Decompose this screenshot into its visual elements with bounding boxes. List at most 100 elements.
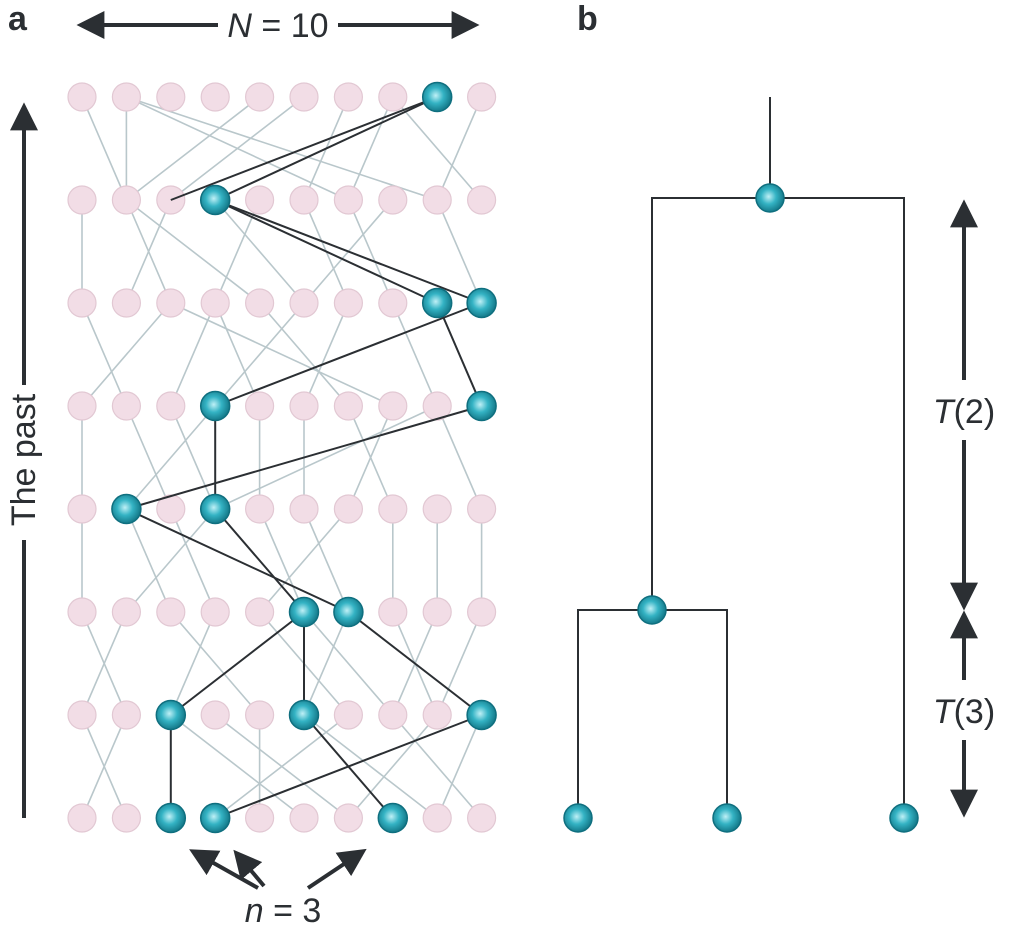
grid-edge — [170, 302, 216, 407]
lineage-edge — [170, 611, 305, 716]
individual-node — [422, 391, 452, 421]
individual-node — [289, 82, 319, 112]
lineage-node — [466, 699, 497, 731]
individual-node — [333, 803, 363, 833]
individual-node — [245, 700, 275, 730]
grid-edge — [303, 611, 350, 716]
grid-edge — [258, 508, 350, 613]
individual-node — [422, 597, 452, 627]
individual-node — [67, 288, 97, 318]
grid-edge — [347, 199, 394, 304]
lineage-node — [466, 390, 497, 422]
individual-node — [67, 391, 97, 421]
lineage-edge — [170, 96, 438, 201]
grid-edge — [436, 611, 483, 716]
grid-edge — [303, 508, 350, 613]
individual-node — [111, 185, 142, 215]
panel-b: b T(2) T(3) — [563, 0, 995, 833]
individual-node — [333, 494, 363, 524]
grid-edge — [81, 714, 128, 819]
individual-node — [111, 700, 142, 730]
grid-edge — [81, 96, 128, 201]
individual-node — [156, 597, 186, 627]
individual-node — [111, 288, 142, 318]
tree-lower-split — [577, 609, 728, 818]
individual-node — [289, 391, 319, 421]
grid-edge — [258, 508, 305, 613]
lineage-edge — [126, 405, 482, 510]
individual-node — [200, 597, 230, 627]
individual-node — [245, 391, 275, 421]
lineage-node — [333, 596, 364, 628]
sample-arrow-3 — [306, 848, 367, 890]
lineage-edge — [347, 611, 483, 716]
grid-edge — [125, 96, 261, 201]
individual-node — [378, 288, 408, 318]
grid-edge — [214, 714, 349, 819]
grid-edge — [347, 405, 394, 510]
lineage-node — [111, 493, 142, 525]
individual-node — [245, 82, 275, 112]
tree-nodes — [563, 183, 919, 833]
individual-node — [67, 700, 97, 730]
lineage-node — [466, 287, 497, 319]
grid-edge — [303, 714, 438, 819]
time-axis-label: The past — [5, 393, 43, 526]
grid-edge — [214, 302, 261, 407]
individual-node — [467, 185, 497, 215]
grid-edge — [125, 199, 261, 304]
individual-node — [289, 803, 319, 833]
grid-edge — [436, 405, 483, 510]
individual-node — [245, 288, 275, 318]
grid-edge — [125, 405, 216, 510]
grid-edge — [125, 508, 216, 613]
individual-node — [378, 391, 408, 421]
individual-node — [67, 597, 97, 627]
grid-edge — [170, 611, 261, 716]
grid-edge — [436, 96, 483, 201]
population-size-arrow: N = 10 — [76, 7, 480, 45]
lineage-edge — [214, 199, 482, 304]
lineage-node — [421, 287, 453, 319]
genealogy-grid-edges — [81, 96, 483, 819]
grid-edge — [303, 302, 350, 407]
individual-node — [111, 82, 142, 112]
sample-lineage-edges — [125, 96, 483, 819]
individual-node — [200, 82, 230, 112]
coalescent-tree — [577, 97, 905, 818]
individual-node — [378, 185, 408, 215]
grid-edge — [258, 302, 350, 407]
grid-edge — [170, 508, 216, 613]
individual-node — [333, 185, 363, 215]
grid-edge — [125, 508, 172, 613]
lineage-edge — [214, 199, 438, 304]
individual-node — [378, 494, 408, 524]
grid-edge — [347, 714, 438, 819]
grid-edge — [170, 405, 216, 510]
tree-top-split — [651, 197, 905, 818]
population-size-label: N = 10 — [227, 7, 328, 45]
individual-node — [289, 185, 319, 215]
lineage-node — [377, 802, 409, 834]
grid-edge — [125, 405, 172, 510]
individual-node — [333, 82, 363, 112]
lineage-node — [199, 493, 231, 525]
individual-node — [67, 185, 97, 215]
panel-a: a N = 10 The past n = 3 — [5, 0, 497, 930]
grid-edge — [81, 302, 128, 407]
t3-label: T(3) — [933, 693, 995, 731]
individual-node — [67, 494, 97, 524]
individual-node — [156, 288, 186, 318]
tree-internal-node — [637, 595, 667, 625]
individual-node — [289, 288, 319, 318]
grid-edge — [436, 199, 483, 304]
grid-edge — [126, 96, 438, 201]
grid-edge — [392, 302, 438, 407]
grid-edge — [392, 96, 483, 201]
individual-node — [333, 288, 363, 318]
grid-edge — [170, 96, 305, 201]
tree-root-node — [755, 183, 785, 213]
sample-arrow-1 — [189, 849, 259, 890]
sample-arrow-2 — [233, 849, 266, 888]
